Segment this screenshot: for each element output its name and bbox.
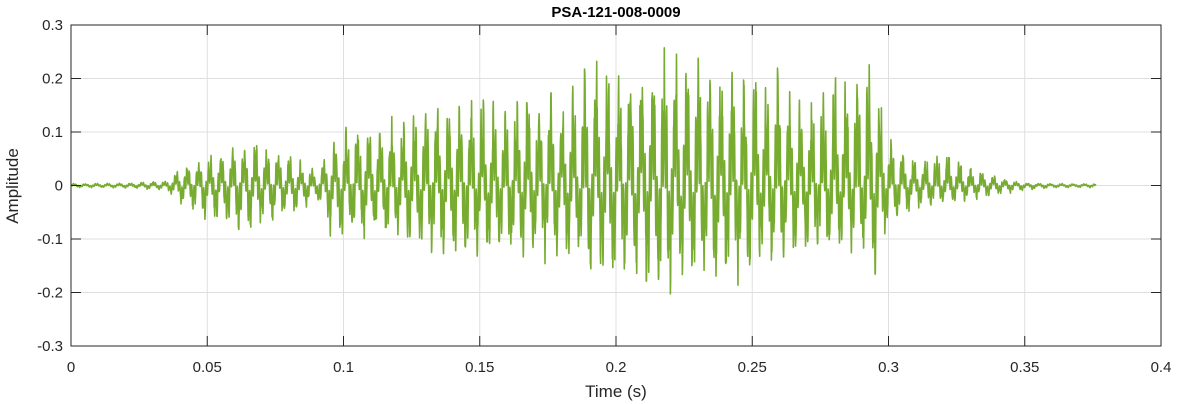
x-tick-label: 0.3 (878, 359, 899, 376)
x-tick-label: 0.15 (465, 359, 494, 376)
y-tick-label: 0.3 (42, 17, 63, 34)
y-tick-label: 0.2 (42, 71, 63, 88)
y-axis-label: Amplitude (3, 148, 22, 224)
y-tick-label: 0.1 (42, 124, 63, 141)
x-tick-label: 0.1 (333, 359, 354, 376)
x-tick-label: 0.2 (606, 359, 627, 376)
waveform-series (70, 47, 1097, 295)
y-tick-label: -0.3 (37, 338, 63, 355)
y-tick-label: -0.1 (37, 231, 63, 248)
waveform-line (70, 47, 1097, 295)
x-tick-label: 0.25 (738, 359, 767, 376)
x-tick-label: 0 (67, 359, 75, 376)
x-tick-label: 0.35 (1010, 359, 1039, 376)
x-tick-label: 0.4 (1151, 359, 1172, 376)
y-tick-label: 0 (55, 178, 63, 195)
y-axis: -0.3 -0.2 -0.1 0 0.1 0.2 0.3 (37, 17, 1161, 355)
y-tick-label: -0.2 (37, 285, 63, 302)
x-tick-label: 0.05 (193, 359, 222, 376)
x-axis-label: Time (s) (585, 382, 647, 401)
x-axis: 0 0.05 0.1 0.15 0.2 0.25 0.3 0.35 0.4 (67, 25, 1172, 376)
chart-title: PSA-121-008-0009 (551, 4, 680, 21)
